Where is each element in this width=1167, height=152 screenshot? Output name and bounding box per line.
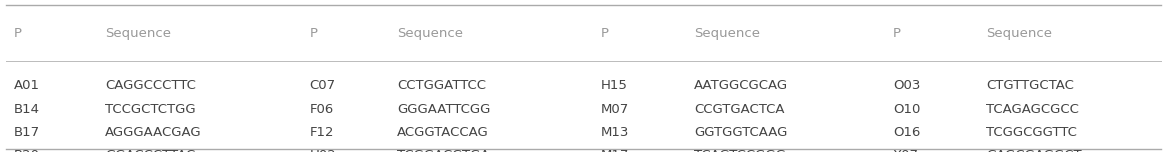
Text: H02: H02 bbox=[309, 149, 336, 152]
Text: Sequence: Sequence bbox=[986, 27, 1053, 40]
Text: B17: B17 bbox=[14, 126, 40, 139]
Text: TCAGTCCGGG: TCAGTCCGGG bbox=[694, 149, 787, 152]
Text: H15: H15 bbox=[601, 79, 628, 92]
Text: CTGTTGCTAC: CTGTTGCTAC bbox=[986, 79, 1074, 92]
Text: ACGGTACCAG: ACGGTACCAG bbox=[397, 126, 489, 139]
Text: AGGGAACGAG: AGGGAACGAG bbox=[105, 126, 202, 139]
Text: M13: M13 bbox=[601, 126, 629, 139]
Text: CAGGCCCTTC: CAGGCCCTTC bbox=[105, 79, 196, 92]
Text: P: P bbox=[14, 27, 22, 40]
Text: TCGGCGGTTC: TCGGCGGTTC bbox=[986, 126, 1077, 139]
Text: C07: C07 bbox=[309, 79, 335, 92]
Text: M17: M17 bbox=[601, 149, 629, 152]
Text: B20: B20 bbox=[14, 149, 40, 152]
Text: GGGAATTCGG: GGGAATTCGG bbox=[397, 103, 490, 116]
Text: TCCGCTCTGG: TCCGCTCTGG bbox=[105, 103, 196, 116]
Text: X07: X07 bbox=[893, 149, 918, 152]
Text: GGACCCTTAC: GGACCCTTAC bbox=[105, 149, 195, 152]
Text: CCTGGATTCC: CCTGGATTCC bbox=[397, 79, 485, 92]
Text: Sequence: Sequence bbox=[105, 27, 172, 40]
Text: F12: F12 bbox=[309, 126, 334, 139]
Text: P: P bbox=[601, 27, 609, 40]
Text: B14: B14 bbox=[14, 103, 40, 116]
Text: Sequence: Sequence bbox=[397, 27, 463, 40]
Text: P: P bbox=[893, 27, 901, 40]
Text: GAGCGAGGCT: GAGCGAGGCT bbox=[986, 149, 1082, 152]
Text: P: P bbox=[309, 27, 317, 40]
Text: GGTGGTCAAG: GGTGGTCAAG bbox=[694, 126, 788, 139]
Text: O16: O16 bbox=[893, 126, 920, 139]
Text: TCAGAGCGCC: TCAGAGCGCC bbox=[986, 103, 1079, 116]
Text: M07: M07 bbox=[601, 103, 629, 116]
Text: O03: O03 bbox=[893, 79, 920, 92]
Text: TCGGACGTGA: TCGGACGTGA bbox=[397, 149, 489, 152]
Text: Sequence: Sequence bbox=[694, 27, 761, 40]
Text: O10: O10 bbox=[893, 103, 920, 116]
Text: A01: A01 bbox=[14, 79, 40, 92]
Text: AATGGCGCAG: AATGGCGCAG bbox=[694, 79, 789, 92]
Text: CCGTGACTCA: CCGTGACTCA bbox=[694, 103, 785, 116]
Text: F06: F06 bbox=[309, 103, 334, 116]
